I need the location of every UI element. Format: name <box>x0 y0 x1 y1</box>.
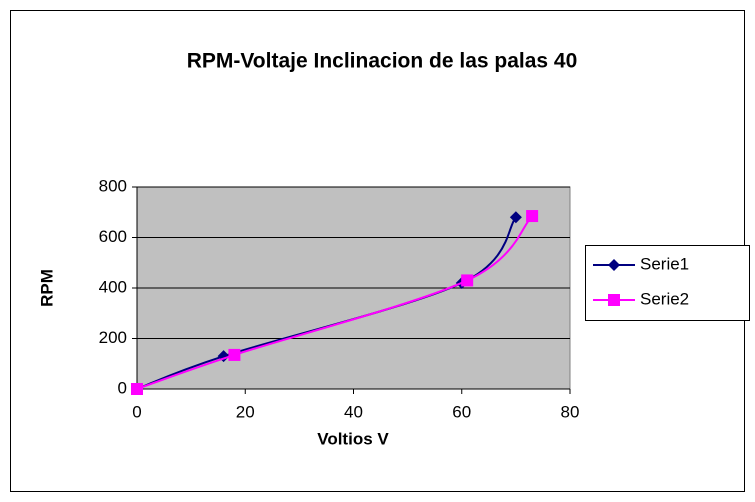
y-tick-label: 600 <box>99 227 127 246</box>
x-tick-label: 80 <box>561 402 580 421</box>
x-tick-label: 60 <box>452 402 471 421</box>
x-tick-label: 40 <box>344 402 363 421</box>
y-tick-label: 400 <box>99 277 127 296</box>
legend-label: Serie2 <box>640 289 689 308</box>
marker <box>461 274 474 287</box>
marker <box>509 211 522 224</box>
marker <box>526 210 539 223</box>
legend-label: Serie1 <box>640 254 689 273</box>
y-tick-label: 800 <box>99 176 127 195</box>
y-axis-label: RPM <box>37 269 56 307</box>
marker <box>608 294 620 306</box>
y-tick-label: 0 <box>118 378 127 397</box>
chart-title: RPM-Voltaje Inclinacion de las palas 40 <box>187 50 578 73</box>
x-tick-label: 0 <box>132 402 141 421</box>
legend: Serie1 Serie2 <box>585 245 750 321</box>
x-axis-label: Voltios V <box>317 429 389 448</box>
marker <box>608 259 620 271</box>
marker <box>131 383 143 395</box>
x-tick-label: 20 <box>236 402 255 421</box>
legend-box <box>585 245 750 321</box>
marker <box>228 348 241 361</box>
series-line <box>136 215 533 390</box>
y-tick-label: 200 <box>99 328 127 347</box>
